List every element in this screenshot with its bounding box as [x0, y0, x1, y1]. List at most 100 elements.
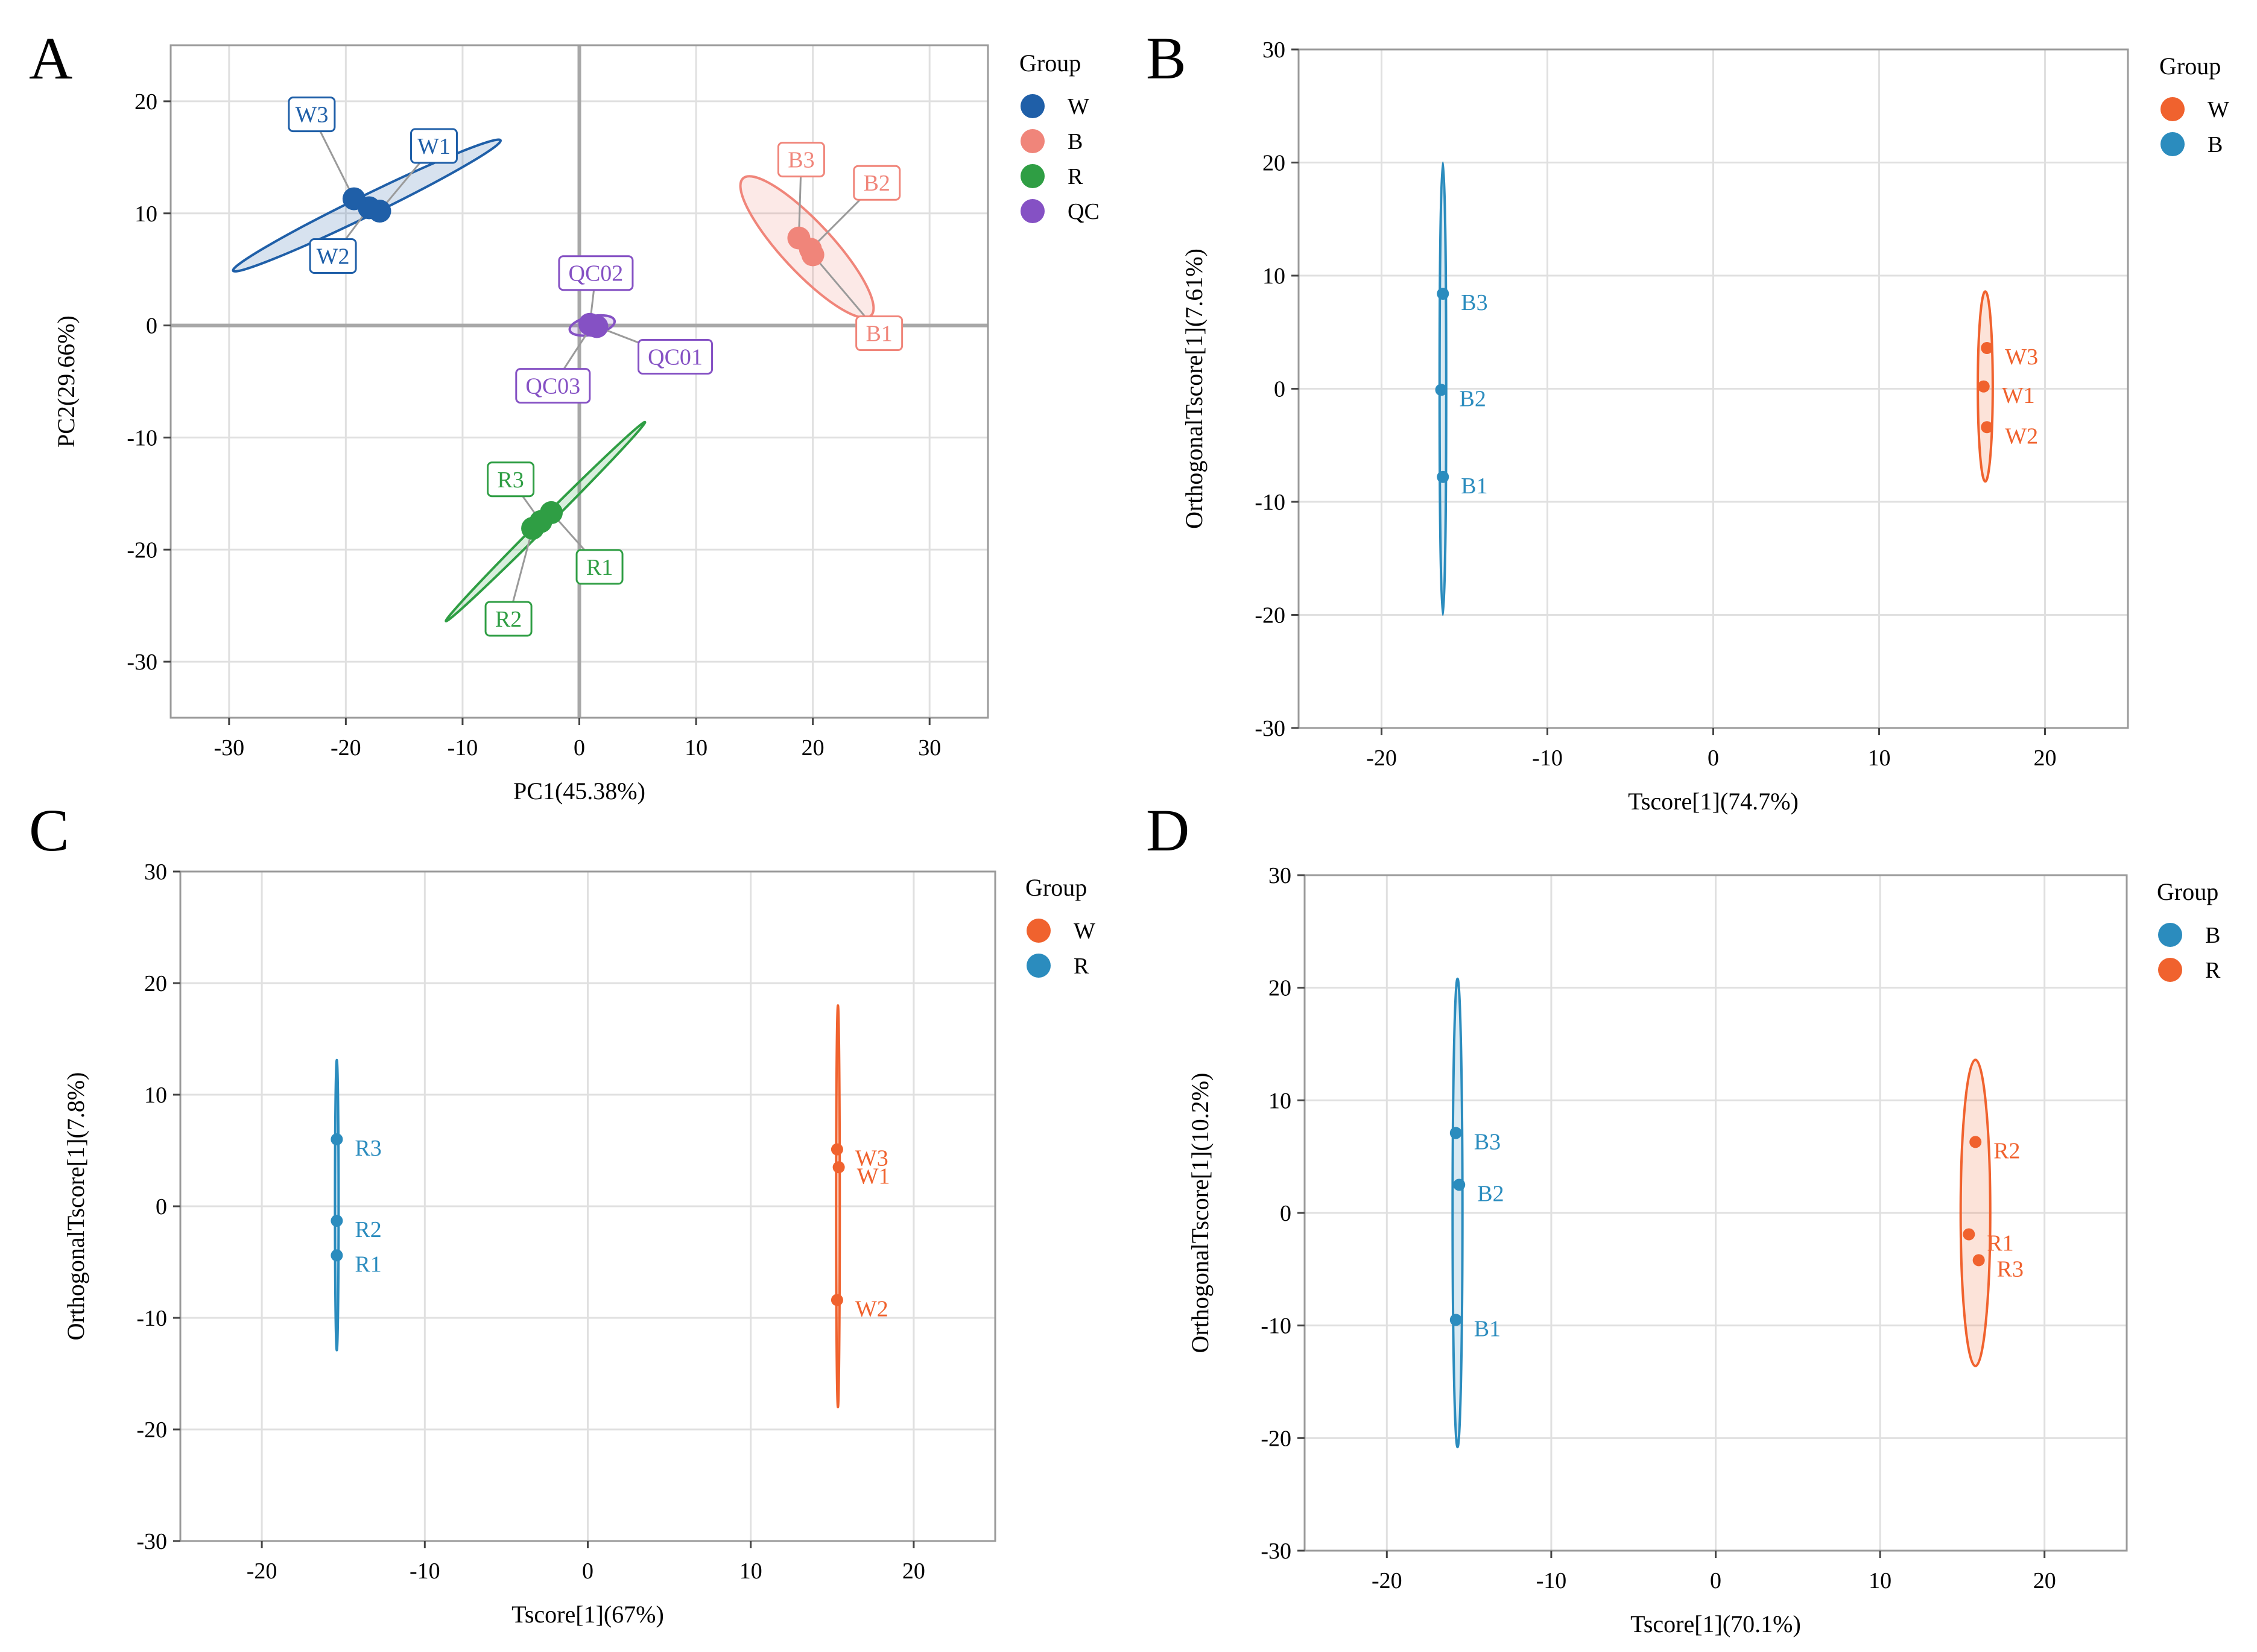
legend-label-qc: QC [1068, 199, 1100, 224]
legend-label-r: R [2205, 958, 2221, 983]
panel-letter-a: A [29, 25, 72, 92]
y-axis-title: OrthogonalTscore[1](7.61%) [1180, 248, 1208, 529]
label-box [558, 255, 634, 291]
y-tick-label: 10 [135, 201, 157, 227]
x-tick-label: -10 [1532, 745, 1563, 771]
point-label-w3: W3 [295, 103, 328, 128]
panel-letter-b: B [1146, 25, 1186, 92]
y-tick-label: 0 [1280, 1201, 1291, 1226]
x-tick-label: 0 [1710, 1568, 1721, 1593]
legend-swatch-qc [1021, 199, 1045, 223]
y-tick-label: 10 [1268, 1088, 1291, 1113]
point-label-b2: B2 [864, 171, 890, 196]
point-label-r3: R3 [1997, 1256, 2024, 1282]
data-point-w3 [1981, 342, 1993, 354]
point-label-r3: R3 [355, 1136, 381, 1161]
label-box [638, 338, 714, 375]
data-point-r2 [331, 1215, 343, 1227]
x-tick-label: -20 [1372, 1568, 1402, 1593]
legend-swatch-b [2160, 132, 2185, 156]
y-tick-label: -10 [136, 1306, 167, 1331]
y-tick-label: -20 [136, 1417, 167, 1443]
x-tick-label: 0 [582, 1559, 594, 1584]
point-label-w3: W3 [855, 1146, 888, 1171]
data-point-r1 [331, 1249, 343, 1262]
data-point-b3 [1437, 288, 1449, 300]
data-point-w1 [832, 1161, 845, 1174]
panel-b: B -20 -10 0 10 20 -30 -20 -10 0 10 20 30 Tscore[1](7… [1146, 25, 2229, 815]
legend-label-b: B [2205, 923, 2220, 948]
data-point-r1 [1963, 1228, 1975, 1241]
x-tick-label: 0 [574, 735, 585, 761]
x-tick-label: 0 [1708, 745, 1719, 771]
x-tick-label: 10 [1869, 1568, 1891, 1593]
point-label-r1: R1 [355, 1252, 381, 1277]
y-tick-label: -30 [136, 1529, 167, 1554]
y-tick-label: 0 [1274, 377, 1285, 402]
legend-label-w: W [1068, 94, 1089, 119]
data-point-b1 [1449, 1314, 1462, 1326]
point-label-w1: W1 [857, 1163, 890, 1189]
confidence-ellipse-r [1959, 1059, 1992, 1367]
point-label-b3: B3 [1474, 1129, 1501, 1154]
y-tick-label: -30 [127, 650, 157, 675]
x-tick-label: -10 [1536, 1568, 1567, 1593]
x-axis-title: PC1(45.38%) [513, 777, 645, 805]
y-tick-label: 30 [1268, 863, 1291, 888]
data-point-w2 [831, 1294, 843, 1306]
point-label-b2: B2 [1477, 1181, 1504, 1206]
panel-c: C -20 -10 0 10 20 -30 -20 -10 0 10 20 30 Tscore[1](6… [29, 797, 1095, 1628]
point-label-b1: B1 [866, 321, 892, 347]
data-point-r3 [529, 510, 552, 533]
confidence-ellipse-b [1451, 977, 1464, 1449]
data-point-b2 [1453, 1179, 1466, 1191]
legend-swatch-w [1021, 94, 1045, 118]
point-label-r3: R3 [497, 467, 524, 493]
confidence-ellipse-r [334, 1059, 340, 1352]
label-box [484, 601, 533, 637]
legend-swatch-w [1027, 919, 1051, 943]
point-label-r1: R1 [586, 555, 613, 580]
label-box [853, 165, 901, 201]
y-tick-label: -20 [1261, 1426, 1291, 1451]
legend-title: Group [2159, 52, 2221, 80]
x-tick-label: -30 [214, 735, 244, 761]
data-point-qc03 [580, 314, 604, 337]
legend-title: Group [1019, 49, 1081, 77]
point-label-w1: W1 [2002, 383, 2035, 408]
legend-swatch-r [2158, 958, 2182, 982]
label-box [515, 368, 591, 404]
y-tick-label: 0 [156, 1194, 167, 1220]
data-point-w3 [342, 187, 366, 210]
x-tick-label: 30 [918, 735, 941, 761]
y-tick-label: 20 [144, 971, 167, 996]
data-point-w2 [1981, 421, 1993, 434]
data-point-b2 [1435, 384, 1448, 396]
label-box [410, 128, 458, 164]
y-tick-label: -10 [127, 425, 157, 451]
point-label-w1: W1 [417, 134, 451, 159]
legend-title: Group [2157, 878, 2218, 905]
legend-label-r: R [1074, 954, 1089, 979]
y-tick-label: -30 [1261, 1539, 1291, 1564]
legend-title: Group [1025, 874, 1087, 901]
x-tick-label: 20 [2034, 745, 2057, 771]
legend-label-b: B [1068, 129, 1083, 154]
point-label-qc03: QC03 [525, 374, 580, 399]
x-tick-label: -10 [410, 1559, 440, 1584]
x-tick-label: 20 [2033, 1568, 2056, 1593]
legend-swatch-w [2160, 97, 2185, 121]
label-box [575, 549, 624, 585]
point-label-qc01: QC01 [648, 344, 703, 370]
y-tick-label: 10 [144, 1083, 167, 1108]
legend-label-w: W [2208, 97, 2229, 122]
x-tick-label: 10 [739, 1559, 762, 1584]
point-label-r2: R2 [1993, 1138, 2020, 1163]
y-axis-title: PC2(29.66%) [52, 315, 80, 448]
panel-a: A -30 -20 -10 0 10 20 30 -30 -20 -10 0 10 20 PC1(45.3… [29, 25, 1100, 805]
legend-label-b: B [2208, 132, 2223, 157]
x-axis-title: Tscore[1](70.1%) [1630, 1610, 1801, 1638]
legend-swatch-b [1021, 129, 1045, 153]
x-tick-label: 20 [802, 735, 825, 761]
